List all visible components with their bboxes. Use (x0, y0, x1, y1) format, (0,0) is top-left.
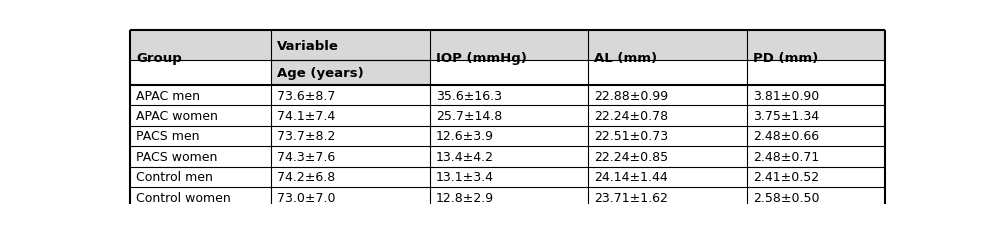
Bar (430, 31, 588, 61)
Text: 23.71±1.62: 23.71±1.62 (594, 191, 668, 204)
Bar (271, 31, 430, 61)
Text: 22.24±0.78: 22.24±0.78 (594, 110, 668, 123)
Text: Control women: Control women (136, 191, 231, 204)
Bar (271, 61, 430, 86)
Text: 12.6±3.9: 12.6±3.9 (436, 130, 494, 143)
Text: 22.24±0.85: 22.24±0.85 (594, 150, 668, 163)
Text: 3.75±1.34: 3.75±1.34 (752, 110, 819, 123)
Text: 25.7±14.8: 25.7±14.8 (436, 110, 502, 123)
Text: 24.14±1.44: 24.14±1.44 (594, 170, 668, 183)
Text: 73.0±7.0: 73.0±7.0 (277, 191, 336, 204)
Text: 74.1±7.4: 74.1±7.4 (277, 110, 336, 123)
Bar (588, 31, 746, 61)
Text: 73.6±8.7: 73.6±8.7 (277, 89, 336, 102)
Text: Control men: Control men (136, 170, 213, 183)
Text: PD (mm): PD (mm) (752, 52, 818, 65)
Text: 2.48±0.66: 2.48±0.66 (752, 130, 819, 143)
Text: APAC men: APAC men (136, 89, 200, 102)
Text: 12.8±2.9: 12.8±2.9 (436, 191, 494, 204)
Text: 35.6±16.3: 35.6±16.3 (436, 89, 502, 102)
Text: 2.41±0.52: 2.41±0.52 (752, 170, 819, 183)
Text: 22.51±0.73: 22.51±0.73 (594, 130, 668, 143)
Text: 74.2±6.8: 74.2±6.8 (277, 170, 336, 183)
Text: Variable: Variable (277, 39, 340, 52)
Text: 13.4±4.2: 13.4±4.2 (436, 150, 494, 163)
Text: 74.3±7.6: 74.3±7.6 (277, 150, 336, 163)
Text: 2.58±0.50: 2.58±0.50 (752, 191, 820, 204)
Bar (746, 31, 885, 61)
Text: IOP (mmHg): IOP (mmHg) (436, 52, 527, 65)
Text: AL (mm): AL (mm) (594, 52, 657, 65)
Text: 2.48±0.71: 2.48±0.71 (752, 150, 819, 163)
Text: Age (years): Age (years) (277, 67, 364, 80)
Text: APAC women: APAC women (136, 110, 218, 123)
Text: 13.1±3.4: 13.1±3.4 (436, 170, 494, 183)
Text: 73.7±8.2: 73.7±8.2 (277, 130, 336, 143)
Text: PACS women: PACS women (136, 150, 218, 163)
Bar (130, 31, 271, 61)
Text: 3.81±0.90: 3.81±0.90 (752, 89, 819, 102)
Text: 22.88±0.99: 22.88±0.99 (594, 89, 668, 102)
Text: PACS men: PACS men (136, 130, 200, 143)
Text: Group: Group (136, 52, 182, 65)
